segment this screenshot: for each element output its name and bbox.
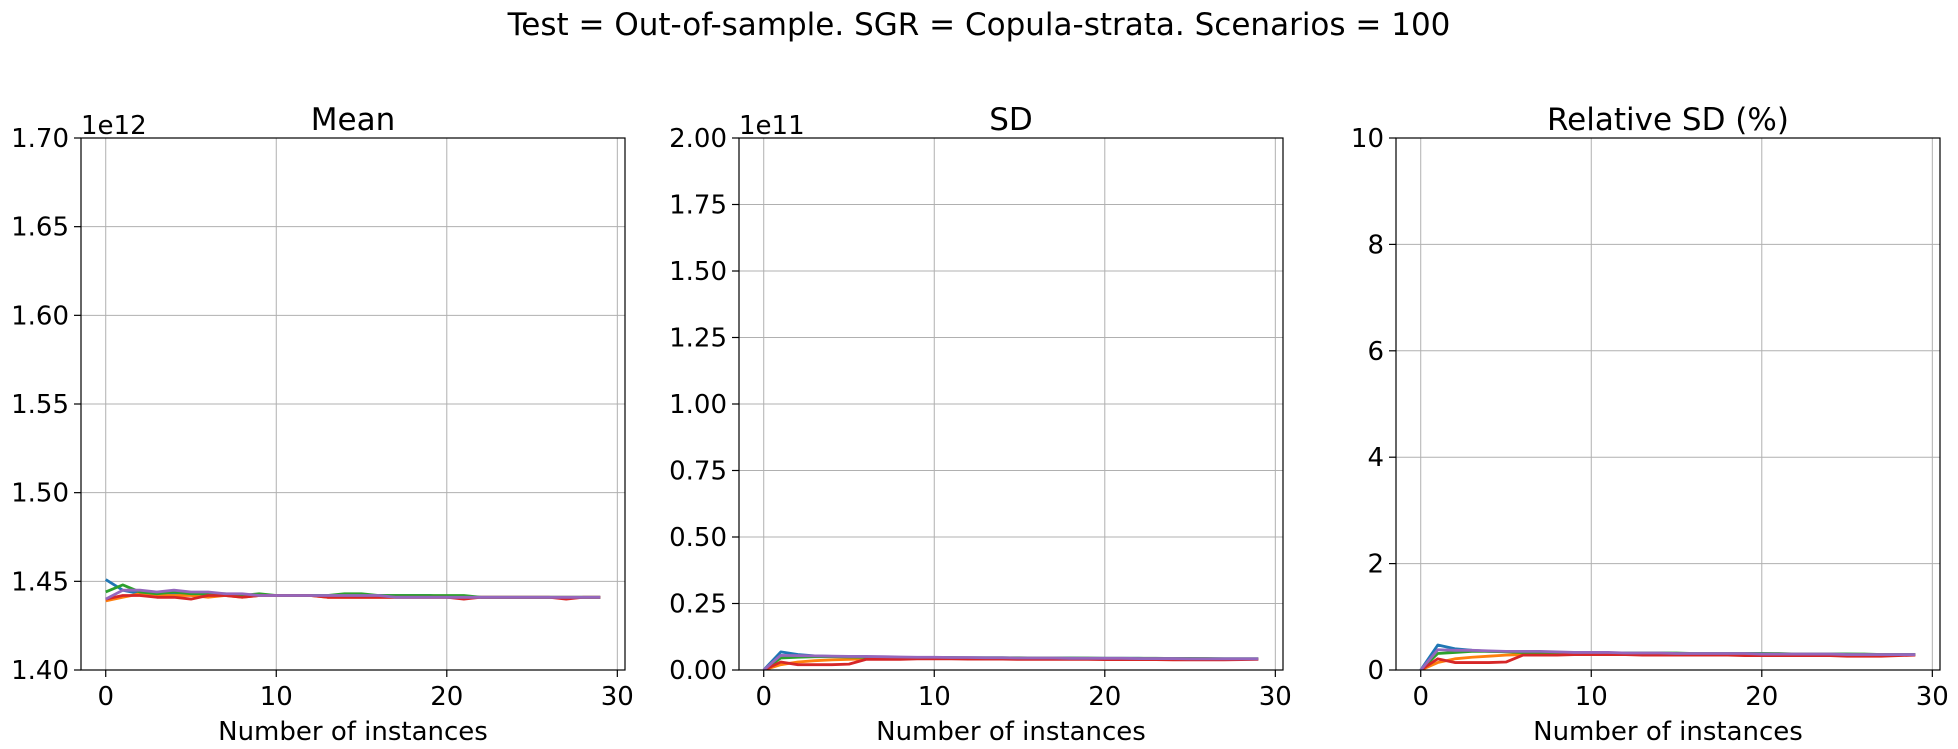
y-tick-label: 1.65 (11, 213, 69, 243)
y-tick-label: 8 (1367, 230, 1384, 260)
x-tick-label: 30 (1259, 682, 1292, 712)
subplot-2: 0 10 20 30 0.00 0.25 0.50 0.75 1.00 1.25 1.50 1.75 2… (669, 102, 1292, 747)
y-tick-label: 0.25 (669, 590, 727, 620)
figure-suptitle: Test = Out-of-sample. SGR = Copula-strat… (507, 7, 1451, 43)
y-tick-label: 0.50 (669, 523, 727, 553)
y-tick-label: 4 (1367, 443, 1384, 473)
subplot-title: Relative SD (%) (1547, 102, 1789, 138)
y-tick-label: 1.50 (669, 257, 727, 287)
subplot-1: 0 10 20 30 1.40 1.45 1.50 1.55 1.60 1.65 1.70 Mean N… (11, 102, 634, 747)
subplot-title: SD (989, 102, 1033, 138)
y-tick-label: 0 (1367, 656, 1384, 686)
x-axis-label: Number of instances (218, 717, 488, 747)
x-axis-label: Number of instances (1533, 717, 1803, 747)
y-tick-label: 2 (1367, 550, 1384, 580)
series-line-5 (1419, 648, 1916, 670)
series-line-5 (762, 653, 1259, 670)
axes-frame (1395, 137, 1941, 671)
x-tick-label: 10 (918, 682, 951, 712)
x-tick-label: 20 (430, 682, 463, 712)
subplot-3: 0 10 20 30 0 2 4 6 8 10 Relative SD (%) Number of i… (1351, 102, 1949, 747)
series-line-4 (1419, 653, 1916, 670)
x-tick-label: 0 (1412, 682, 1429, 712)
y-tick-label: 1.50 (11, 479, 69, 509)
x-tick-label: 30 (601, 682, 634, 712)
y-tick-label: 0.00 (669, 656, 727, 686)
y-tick-label: 1.40 (11, 656, 69, 686)
series-line-5 (105, 588, 601, 601)
x-tick-label: 20 (1088, 682, 1121, 712)
y-offset-text: 1e11 (739, 111, 805, 141)
y-tick-label: 1.00 (669, 390, 727, 420)
y-tick-label: 2.00 (669, 124, 727, 154)
x-tick-label: 30 (1916, 682, 1949, 712)
y-tick-label: 6 (1367, 337, 1384, 367)
x-axis-label: Number of instances (876, 717, 1146, 747)
x-tick-label: 10 (260, 682, 293, 712)
subplot-title: Mean (311, 102, 395, 138)
x-tick-label: 20 (1745, 682, 1778, 712)
y-tick-label: 1.25 (669, 324, 727, 354)
x-tick-label: 10 (1575, 682, 1608, 712)
x-tick-label: 0 (97, 682, 114, 712)
y-tick-label: 1.55 (11, 390, 69, 420)
x-tick-label: 0 (755, 682, 772, 712)
series-line-1 (1419, 643, 1916, 670)
subplots: 0 10 20 301.401.451.501.551.601.651.70MeanN… (11, 102, 1949, 747)
y-tick-label: 1.70 (11, 124, 69, 154)
y-tick-label: 0.75 (669, 457, 727, 487)
y-tick-label: 1.60 (11, 301, 69, 331)
y-offset-text: 1e12 (81, 111, 147, 141)
y-tick-label: 1.75 (669, 191, 727, 221)
y-tick-label: 1.45 (11, 567, 69, 597)
y-tick-label: 10 (1351, 124, 1384, 154)
